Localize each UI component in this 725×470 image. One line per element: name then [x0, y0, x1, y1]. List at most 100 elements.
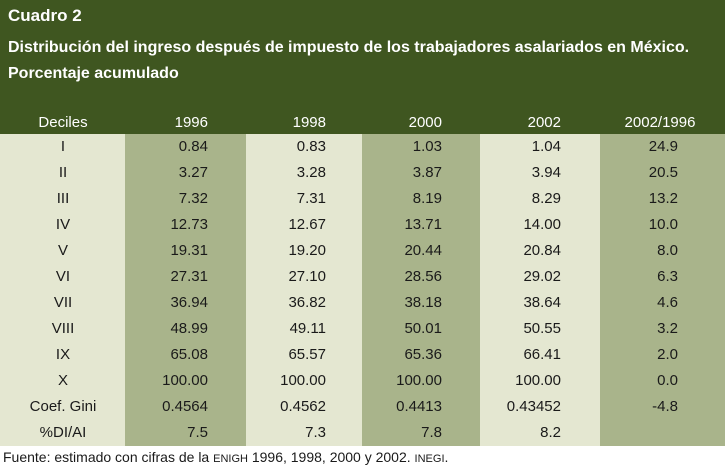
cell-1998: 65.57: [288, 346, 326, 363]
source-middle: 1996, 1998, 2000 y 2002.: [247, 449, 415, 465]
cell-2000: 100.00: [396, 372, 442, 389]
cell-2002: 50.55: [523, 320, 561, 337]
cell-1996: 19.31: [170, 242, 208, 259]
table-row: V 19.31 19.20 20.44 20.84 8.0: [0, 238, 725, 264]
cell-2000: 1.03: [412, 138, 442, 155]
cell-2000: 38.18: [404, 294, 442, 311]
row-label: Coef. Gini: [29, 398, 97, 415]
row-label: II: [58, 164, 68, 181]
cell-1998: 100.00: [280, 372, 326, 389]
table-row: X 100.00 100.00 100.00 100.00 0.0: [0, 368, 725, 394]
table-row: %DI/AI 7.5 7.3 7.8 8.2: [0, 420, 725, 446]
column-band-2000: [362, 134, 480, 446]
row-label: VI: [55, 268, 71, 285]
cell-2002: 8.29: [531, 190, 561, 207]
cell-1996: 36.94: [170, 294, 208, 311]
table-title: Distribución del ingreso después de impu…: [8, 39, 690, 82]
row-label: V: [57, 242, 68, 259]
cell-1996: 27.31: [170, 268, 208, 285]
column-header-1998: 1998: [292, 114, 326, 131]
column-header-deciles: Deciles: [38, 114, 88, 131]
cell-2002: 14.00: [523, 216, 561, 233]
cell-2000: 0.4413: [396, 398, 442, 415]
table-row: VI 27.31 27.10 28.56 29.02 6.3: [0, 264, 725, 290]
cell-2000: 28.56: [404, 268, 442, 285]
cell-1996: 7.5: [187, 424, 208, 441]
source-prefix: Fuente: estimado con cifras de la: [3, 449, 214, 465]
cell-2002-1996: 13.2: [648, 190, 678, 207]
row-label: III: [56, 190, 70, 207]
cell-2002-1996: 10.0: [648, 216, 678, 233]
cell-2002: 0.43452: [506, 398, 561, 415]
column-header-2000: 2000: [408, 114, 442, 131]
cell-1998: 0.4562: [280, 398, 326, 415]
cell-2002-1996: 6.3: [657, 268, 678, 285]
cell-2002-1996: -4.8: [652, 398, 678, 415]
row-label: VIII: [51, 320, 75, 337]
column-header-1996: 1996: [174, 114, 208, 131]
table-row: VII 36.94 36.82 38.18 38.64 4.6: [0, 290, 725, 316]
row-label: X: [57, 372, 68, 389]
cell-2002-1996: 3.2: [657, 320, 678, 337]
cell-1996: 48.99: [170, 320, 208, 337]
cell-2000: 3.87: [412, 164, 442, 181]
cell-2000: 65.36: [404, 346, 442, 363]
source-inegi: INEGI: [414, 453, 445, 465]
table-row: IX 65.08 65.57 65.36 66.41 2.0: [0, 342, 725, 368]
cell-1998: 7.3: [305, 424, 326, 441]
cell-2002: 66.41: [523, 346, 561, 363]
cell-1998: 19.20: [288, 242, 326, 259]
cell-1998: 3.28: [296, 164, 326, 181]
cell-1996: 12.73: [170, 216, 208, 233]
cell-1996: 65.08: [170, 346, 208, 363]
cell-2002: 29.02: [523, 268, 561, 285]
cell-1996: 0.4564: [162, 398, 208, 415]
cell-2002-1996: 20.5: [648, 164, 678, 181]
table-row: III 7.32 7.31 8.19 8.29 13.2: [0, 186, 725, 212]
table-row: I 0.84 0.83 1.03 1.04 24.9: [0, 134, 725, 160]
cell-1996: 7.32: [178, 190, 208, 207]
source-suffix: .: [444, 449, 449, 465]
cell-2002: 38.64: [523, 294, 561, 311]
cell-2002-1996: 4.6: [657, 294, 678, 311]
cell-2000: 50.01: [404, 320, 442, 337]
cell-2002: 20.84: [523, 242, 561, 259]
cell-2002-1996: 0.0: [657, 372, 678, 389]
table-row: VIII 48.99 49.11 50.01 50.55 3.2: [0, 316, 725, 342]
cell-2002: 8.2: [540, 424, 561, 441]
table-row: II 3.27 3.28 3.87 3.94 20.5: [0, 160, 725, 186]
row-label: VII: [53, 294, 73, 311]
column-header-2002: 2002: [527, 114, 561, 131]
table-header: Cuadro 2 Distribución del ingreso despué…: [0, 0, 725, 112]
cell-2000: 7.8: [421, 424, 442, 441]
cell-2000: 8.19: [412, 190, 442, 207]
cell-1996: 3.27: [178, 164, 208, 181]
cell-2000: 13.71: [404, 216, 442, 233]
source-enigh: ENIGH: [213, 453, 248, 465]
cell-1996: 0.84: [178, 138, 208, 155]
cell-2002-1996: 8.0: [657, 242, 678, 259]
row-label: IX: [55, 346, 71, 363]
cell-2002: 100.00: [515, 372, 561, 389]
cell-1998: 49.11: [289, 320, 326, 337]
cell-1998: 12.67: [288, 216, 326, 233]
cell-1998: 7.31: [296, 190, 326, 207]
row-label: IV: [55, 216, 71, 233]
column-header-row: Deciles 1996 1998 2000 2002 2002/1996: [0, 112, 725, 134]
cell-2002-1996: 2.0: [657, 346, 678, 363]
cell-2002: 1.04: [531, 138, 561, 155]
cell-1996: 100.00: [162, 372, 208, 389]
source-note: Fuente: estimado con cifras de la ENIGH …: [3, 449, 448, 465]
cell-1998: 36.82: [288, 294, 326, 311]
column-band-1996: [125, 134, 246, 446]
table-number: Cuadro 2: [8, 6, 82, 25]
cell-1998: 0.83: [296, 138, 326, 155]
column-band-ratio: [600, 134, 725, 446]
table-body: I 0.84 0.83 1.03 1.04 24.9 II 3.27 3.28 3.87 3.94 2…: [0, 134, 725, 446]
row-label: I: [60, 138, 66, 155]
cell-2002: 3.94: [531, 164, 561, 181]
column-header-ratio: 2002/1996: [624, 114, 696, 131]
table-row: Coef. Gini 0.4564 0.4562 0.4413 0.43452 -4.8: [0, 394, 725, 420]
cell-2002-1996: 24.9: [648, 138, 678, 155]
